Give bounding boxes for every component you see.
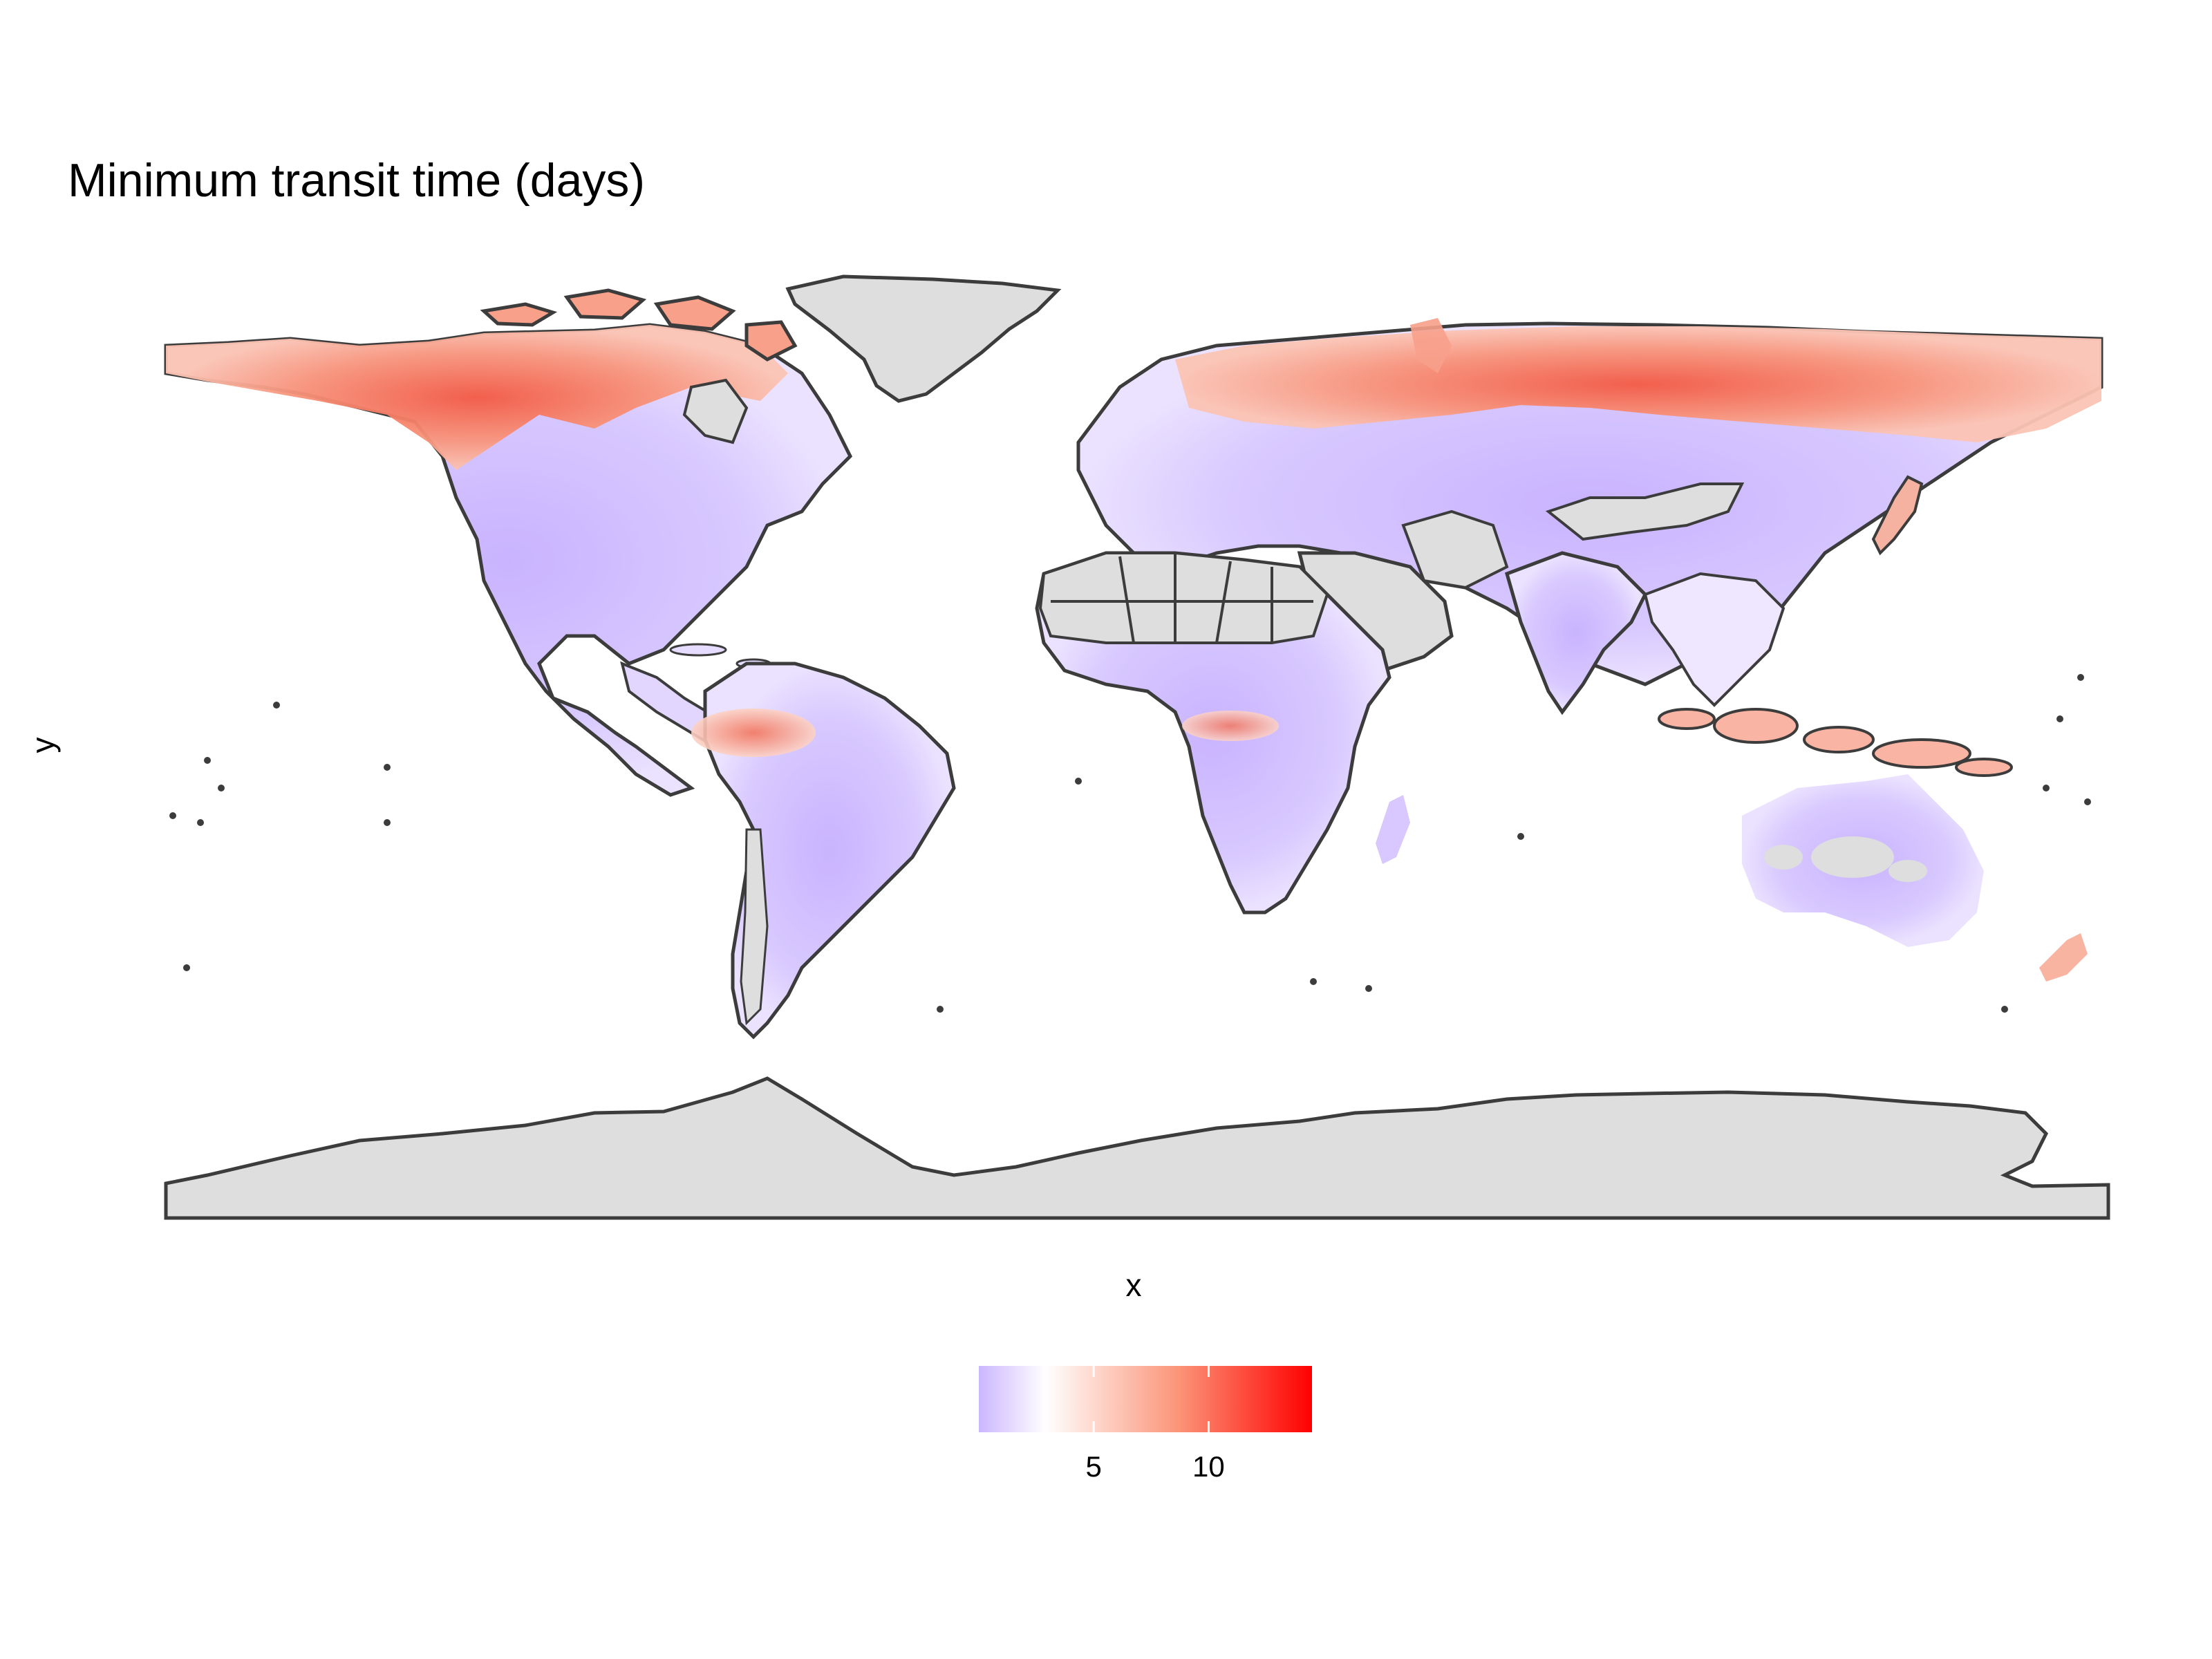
southeast-asia	[1643, 572, 1785, 707]
madagascar	[1376, 795, 1410, 864]
indonesia-islands	[1658, 708, 2013, 777]
india	[1504, 551, 1648, 715]
legend-colorbar	[979, 1366, 1312, 1432]
sahara-borders	[1051, 553, 1313, 644]
pacific-islands	[169, 674, 2091, 1013]
new-zealand	[2039, 933, 2088, 982]
siberia-high-transit	[1175, 326, 2101, 442]
y-axis-label: y	[25, 737, 61, 753]
antarctica	[164, 1076, 2110, 1220]
x-axis-label: x	[1125, 1267, 1142, 1303]
iran-region	[1401, 509, 1509, 590]
andes-no-data	[740, 828, 769, 1026]
canada-alaska-high-transit	[166, 325, 788, 470]
arctic-islands	[480, 288, 798, 362]
sahara-no-data	[1038, 552, 1329, 644]
plot-title: Minimum transit time (days)	[68, 154, 646, 207]
greenland	[785, 274, 1062, 403]
legend-tick-label: 10	[1192, 1450, 1225, 1483]
japan	[1871, 475, 1924, 556]
legend-tick-label: 5	[1085, 1450, 1102, 1483]
australia-no-data	[1764, 836, 1927, 882]
scandinavia-high-transit	[1410, 318, 1452, 373]
central-asia-no-data	[1545, 482, 1745, 541]
legend-ticks	[1092, 1366, 1210, 1432]
congo-high-transit	[1182, 711, 1279, 741]
hudson-bay	[682, 378, 749, 444]
amazon-high-transit	[691, 709, 816, 757]
